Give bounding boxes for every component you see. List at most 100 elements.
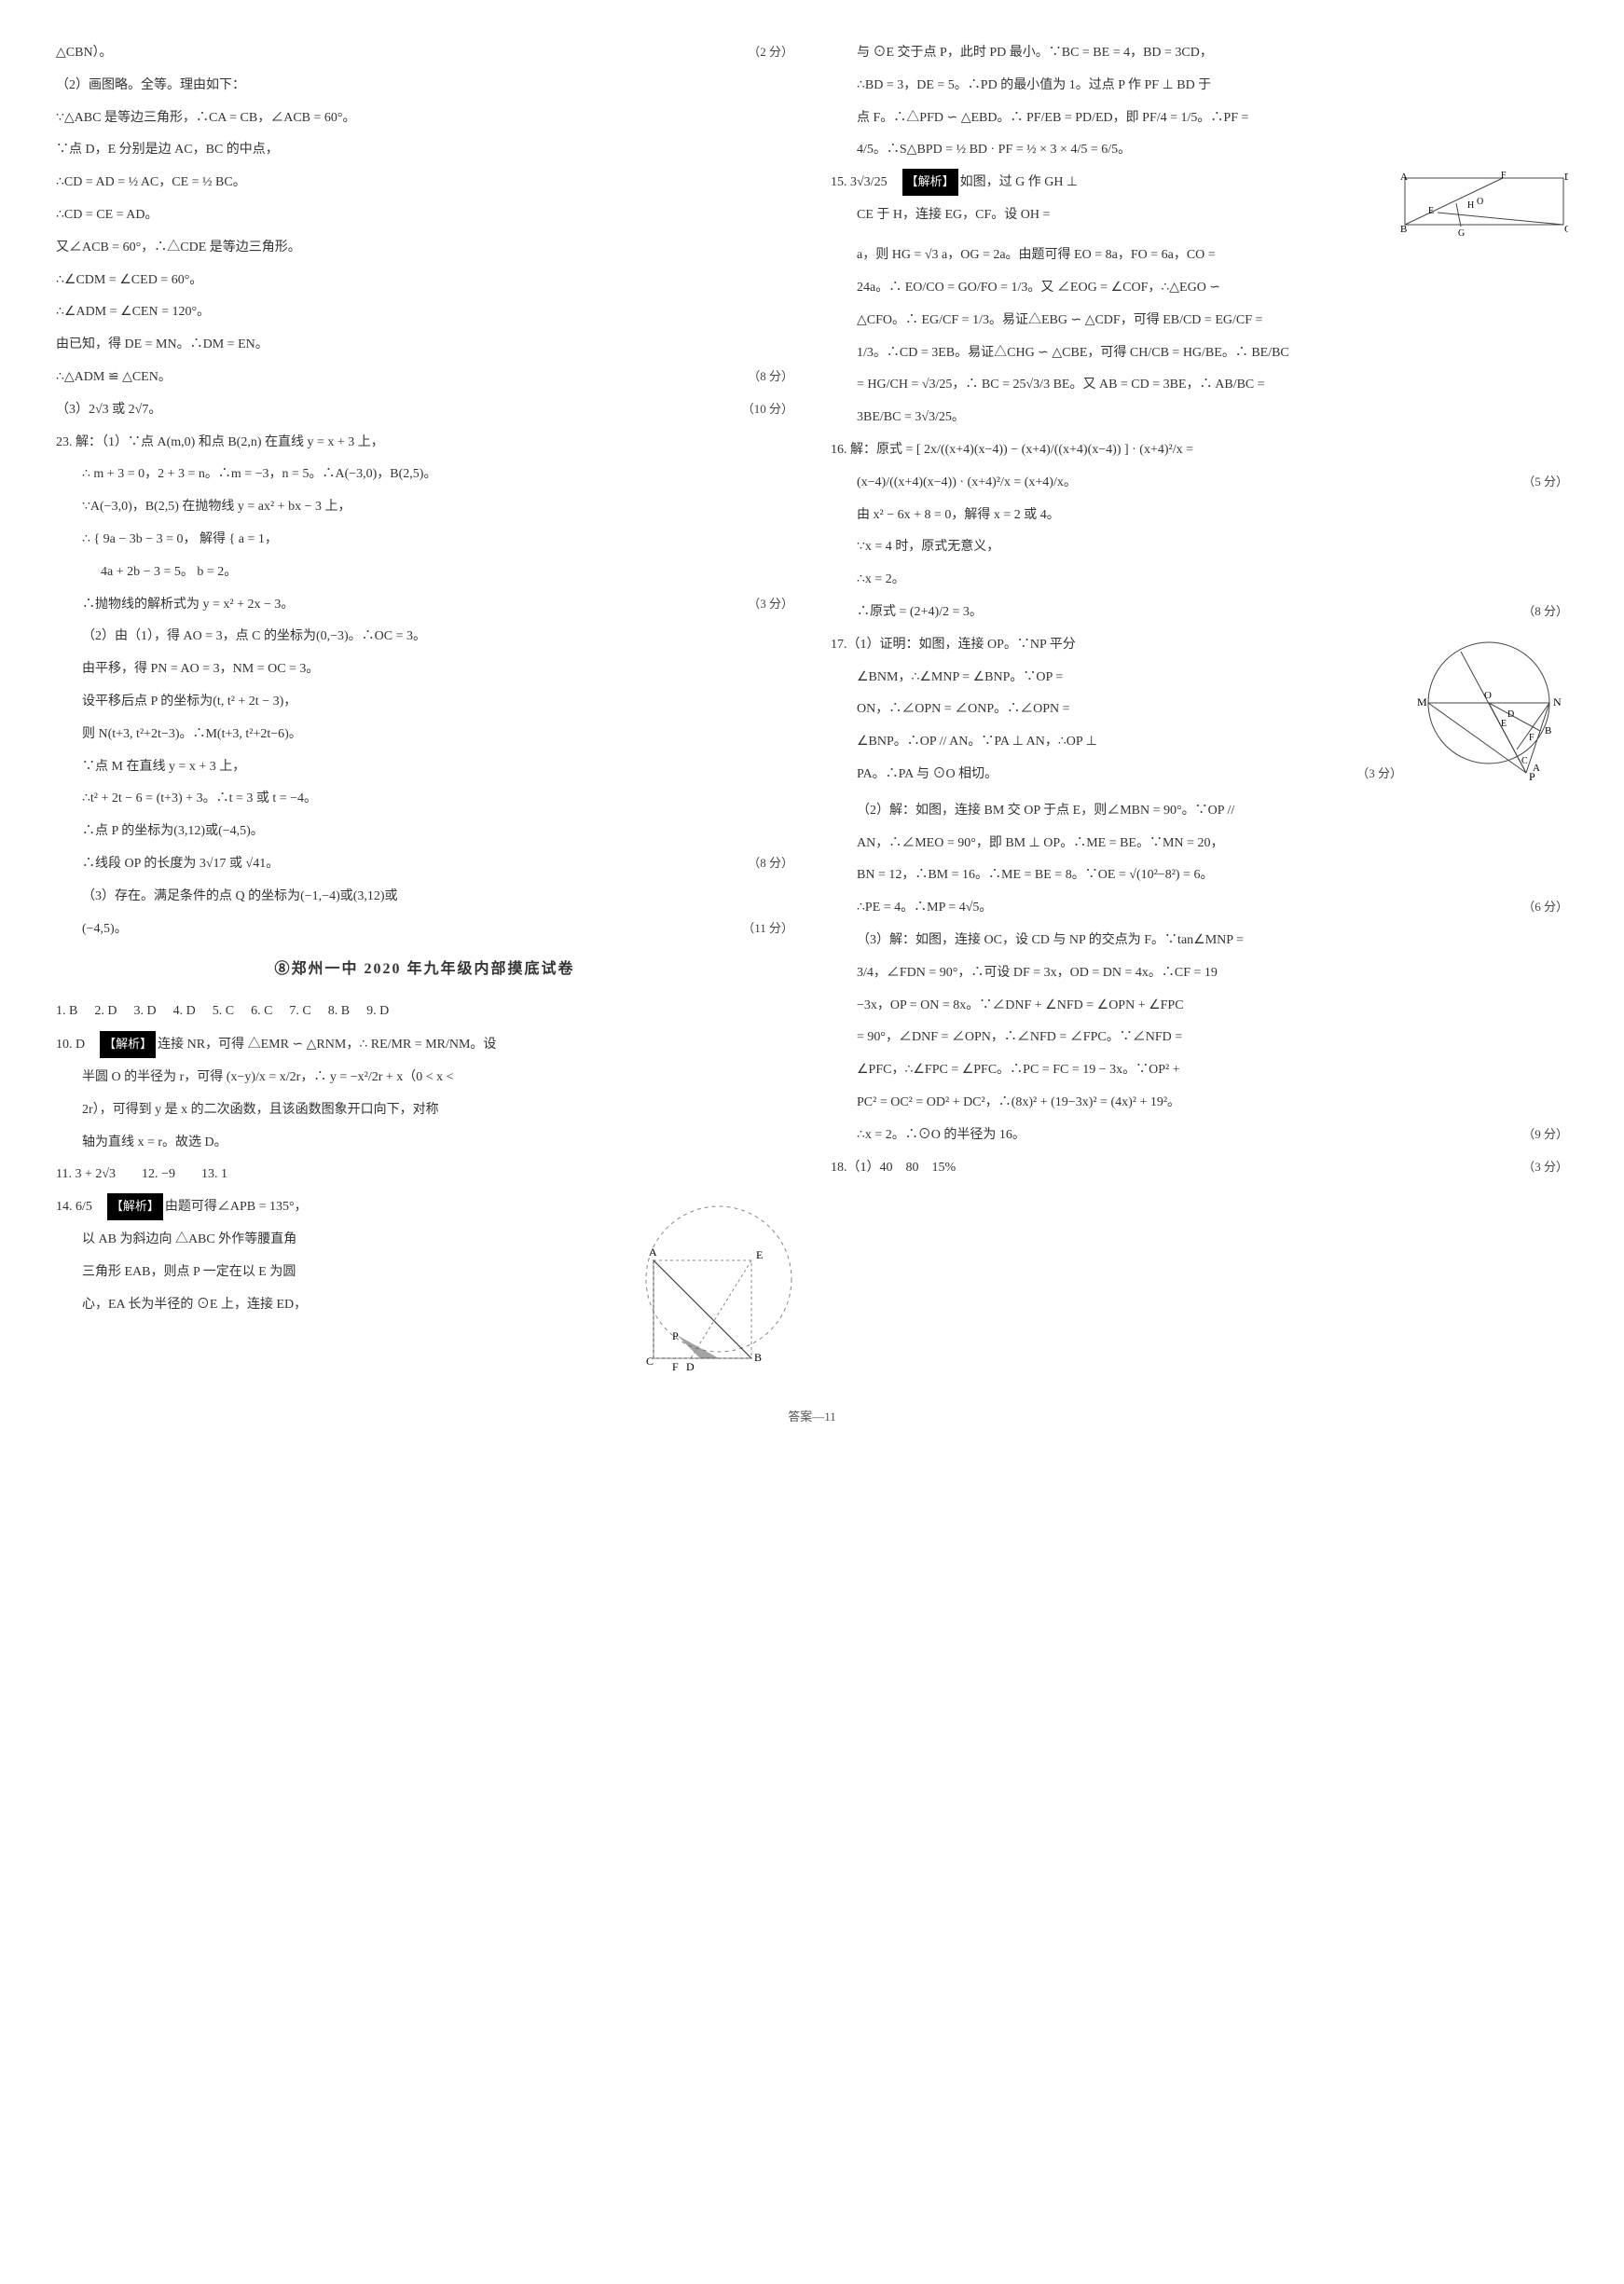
q17-line: AN，∴∠MEO = 90°，即 BM ⊥ OP。∴ME = BE。∵MN = … [831,828,1568,860]
left-column: △CBN）。（2 分） （2）画图略。全等。理由如下： ∵△ABC 是等边三角形… [56,37,793,1376]
q23-line: ∴抛物线的解析式为 y = x² + 2x − 3。（3 分） [56,589,793,622]
q17-line: ∠BNP。∴OP // AN。∵PA ⊥ AN，∴OP ⊥ [831,726,1568,759]
q10-line: 2r），可得到 y 是 x 的二次函数，且该函数图象开口向下，对称 [56,1094,793,1127]
q14: 14. 6/5 【解析】由题可得∠APB = 135°， [56,1191,793,1224]
q14-cont: 点 F。∴△PFD ∽ △EBD。∴ PF/EB = PD/ED，即 PF/4 … [831,103,1568,135]
solution-line: （3）2√3 或 2√7。（10 分） [56,394,793,427]
q17-line: ON，∴∠OPN = ∠ONP。∴∠OPN = [831,694,1568,726]
q10-head: 10. D [56,1038,98,1052]
score-marker: （5 分） [1522,469,1568,496]
q14-cont: ∴BD = 3，DE = 5。∴PD 的最小值为 1。过点 P 作 PF ⊥ B… [831,70,1568,103]
q16-line: (x−4)/((x+4)(x−4)) · (x+4)²/x = (x+4)/x。… [831,467,1568,500]
mc-answer: 4. D [173,998,196,1026]
solution-line: ∴△ADM ≌ △CEN。（8 分） [56,362,793,394]
text: 18.（1）40 80 15% [831,1161,956,1175]
q15-line: △CFO。∴ EG/CF = 1/3。易证△EBG ∽ △CDF，可得 EB/C… [831,305,1568,337]
q14-cont: 4/5。∴S△BPD = ½ BD · PF = ½ × 3 × 4/5 = 6… [831,134,1568,167]
svg-text:F: F [672,1360,679,1372]
score-marker: （8 分） [748,850,793,877]
svg-text:D: D [686,1360,695,1372]
mc-answer: 7. C [289,998,310,1026]
text: ∴线段 OP 的长度为 3√17 或 √41。 [82,857,279,871]
q17-line: ∠PFC，∴∠FPC = ∠PFC。∴PC = FC = 19 − 3x。∵OP… [831,1054,1568,1087]
q10: 10. D 【解析】连接 NR，可得 △EMR ∽ △RNM，∴ RE/MR =… [56,1029,793,1062]
q23-line: ∴点 P 的坐标为(3,12)或(−4,5)。 [56,816,793,848]
mc-answer: 9. D [366,998,389,1026]
solution-line: （2）画图略。全等。理由如下： [56,70,793,103]
q15-line: 3BE/BC = 3√3/25。 [831,402,1568,434]
text: ∴x = 2。∴⊙O 的半径为 16。 [857,1128,1025,1142]
multiple-choice-answers: 1. B 2. D 3. D 4. D 5. C 6. C 7. C 8. B … [56,994,793,1030]
q15-text: 如图，过 G 作 GH ⊥ [960,175,1079,189]
q10-line: 轴为直线 x = r。故选 D。 [56,1127,793,1160]
score-marker: （6 分） [1522,894,1568,921]
q23-first: 23. 解：（1）∵点 A(m,0) 和点 B(2,n) 在直线 y = x +… [56,427,793,460]
svg-text:P: P [672,1329,679,1342]
solution-line: 又∠ACB = 60°，∴△CDE 是等边三角形。 [56,232,793,265]
q15-line: a，则 HG = √3 a，OG = 2a。由题可得 EO = 8a，FO = … [831,240,1568,272]
q17-line: = 90°，∠DNF = ∠OPN，∴∠NFD = ∠FPC。∵∠NFD = [831,1022,1568,1054]
text: ∴抛物线的解析式为 y = x² + 2x − 3。 [82,598,294,612]
section-heading: ⑧郑州一中 2020 年九年级内部摸底试卷 [56,945,793,993]
q23-line: ∴ { 9a − 3b − 3 = 0， 解得 { a = 1， [56,524,793,557]
text: ∴△ADM ≌ △CEN。 [56,370,172,384]
q14-line: 心，EA 长为半径的 ⊙E 上，连接 ED， [56,1289,793,1322]
q14-head: 14. 6/5 [56,1200,105,1214]
q10-text: 连接 NR，可得 △EMR ∽ △RNM，∴ RE/MR = MR/NM。设 [158,1038,496,1052]
svg-text:B: B [754,1351,762,1364]
q16-line: 16. 解：原式 = [ 2x/((x+4)(x−4)) − (x+4)/((x… [831,434,1568,467]
q14-text: 由题可得∠APB = 135°， [165,1200,308,1214]
score-marker: （11 分） [742,915,793,942]
q17-line: ∴x = 2。∴⊙O 的半径为 16。 （9 分） [831,1120,1568,1152]
q17-line: （2）解：如图，连接 BM 交 OP 于点 E，则∠MBN = 90°。∵OP … [831,795,1568,828]
q17-line: （3）解：如图，连接 OC，设 CD 与 NP 的交点为 F。∵tan∠MNP … [831,925,1568,957]
q15-line: CE 于 H，连接 EG，CF。设 OH = [831,200,1568,232]
svg-text:C: C [646,1355,654,1368]
page-footer: 答案—11 [56,1376,1568,1431]
q23-line: ∴线段 OP 的长度为 3√17 或 √41。 （8 分） [56,848,793,881]
text: (x−4)/((x+4)(x−4)) · (x+4)²/x = (x+4)/x。 [857,475,1077,489]
analysis-label: 【解析】 [107,1193,163,1220]
mc-answer: 1. B [56,998,77,1026]
solution-line: ∴CD = CE = AD。 [56,200,793,232]
page-columns: △CBN）。（2 分） （2）画图略。全等。理由如下： ∵△ABC 是等边三角形… [56,37,1568,1376]
score-marker: （3 分） [1356,761,1402,788]
q23-line: ∴ m + 3 = 0，2 + 3 = n。∴m = −3，n = 5。∴A(−… [56,459,793,491]
q15: 15. 3√3/25 【解析】如图，过 G 作 GH ⊥ [831,167,1568,200]
solution-line: △CBN）。（2 分） [56,37,793,70]
score-marker: （9 分） [1522,1121,1568,1149]
text: PA。∴PA 与 ⊙O 相切。 [857,767,998,781]
q15-line: 1/3。∴CD = 3EB。易证△CHG ∽ △CBE，可得 CH/CB = H… [831,337,1568,370]
q17-line: 17.（1）证明：如图，连接 OP。∵NP 平分 [831,629,1568,662]
q23-line: (−4,5)。 （11 分） [56,914,793,946]
q18: 18.（1）40 80 15% （3 分） [831,1152,1568,1185]
q23-line: ∵点 M 在直线 y = x + 3 上， [56,751,793,784]
q16-line: ∵x = 4 时，原式无意义， [831,531,1568,564]
q16-line: 由 x² − 6x + 8 = 0，解得 x = 2 或 4。 [831,500,1568,532]
q23-line: 设平移后点 P 的坐标为(t, t² + 2t − 3)， [56,686,793,719]
q23-line: （3）存在。满足条件的点 Q 的坐标为(−1,−4)或(3,12)或 [56,881,793,914]
q17-line: BN = 12，∴BM = 16。∴ME = BE = 8。∵OE = √(10… [831,860,1568,892]
solution-line: ∴∠CDM = ∠CED = 60°。 [56,265,793,297]
fill-answers: 11. 3 + 2√3 12. −9 13. 1 [56,1159,793,1191]
text: (−4,5)。 [82,922,128,936]
mc-answer: 3. D [133,998,156,1026]
solution-line: ∵点 D，E 分别是边 AC，BC 的中点， [56,134,793,167]
q17-line: −3x，OP = ON = 8x。∵∠DNF + ∠NFD = ∠OPN + ∠… [831,990,1568,1023]
q15-line: = HG/CH = √3/25，∴ BC = 25√3/3 BE。又 AB = … [831,369,1568,402]
q16-line: ∴x = 2。 [831,564,1568,597]
right-column: 与 ⊙E 交于点 P，此时 PD 最小。∵BC = BE = 4，BD = 3C… [831,37,1568,1376]
q23-line: 由平移，得 PN = AO = 3，NM = OC = 3。 [56,654,793,686]
score-marker: （3 分） [1522,1154,1568,1181]
mc-answer: 2. D [94,998,117,1026]
mc-answer: 5. C [213,998,234,1026]
analysis-label: 【解析】 [100,1031,156,1058]
q23-line: 则 N(t+3, t²+2t−3)。∴M(t+3, t²+2t−6)。 [56,719,793,751]
q10-line: 半圆 O 的半径为 r，可得 (x−y)/x = x/2r，∴ y = −x²/… [56,1062,793,1094]
q14-cont: 与 ⊙E 交于点 P，此时 PD 最小。∵BC = BE = 4，BD = 3C… [831,37,1568,70]
q17-line: ∴PE = 4。∴MP = 4√5。（6 分） [831,892,1568,925]
q16-line: ∴原式 = (2+4)/2 = 3。（8 分） [831,597,1568,629]
q23-line: 4a + 2b − 3 = 5。 b = 2。 [56,557,793,589]
mc-answer: 8. B [328,998,350,1026]
q17-line: ∠BNM，∴∠MNP = ∠BNP。∵OP = [831,662,1568,695]
